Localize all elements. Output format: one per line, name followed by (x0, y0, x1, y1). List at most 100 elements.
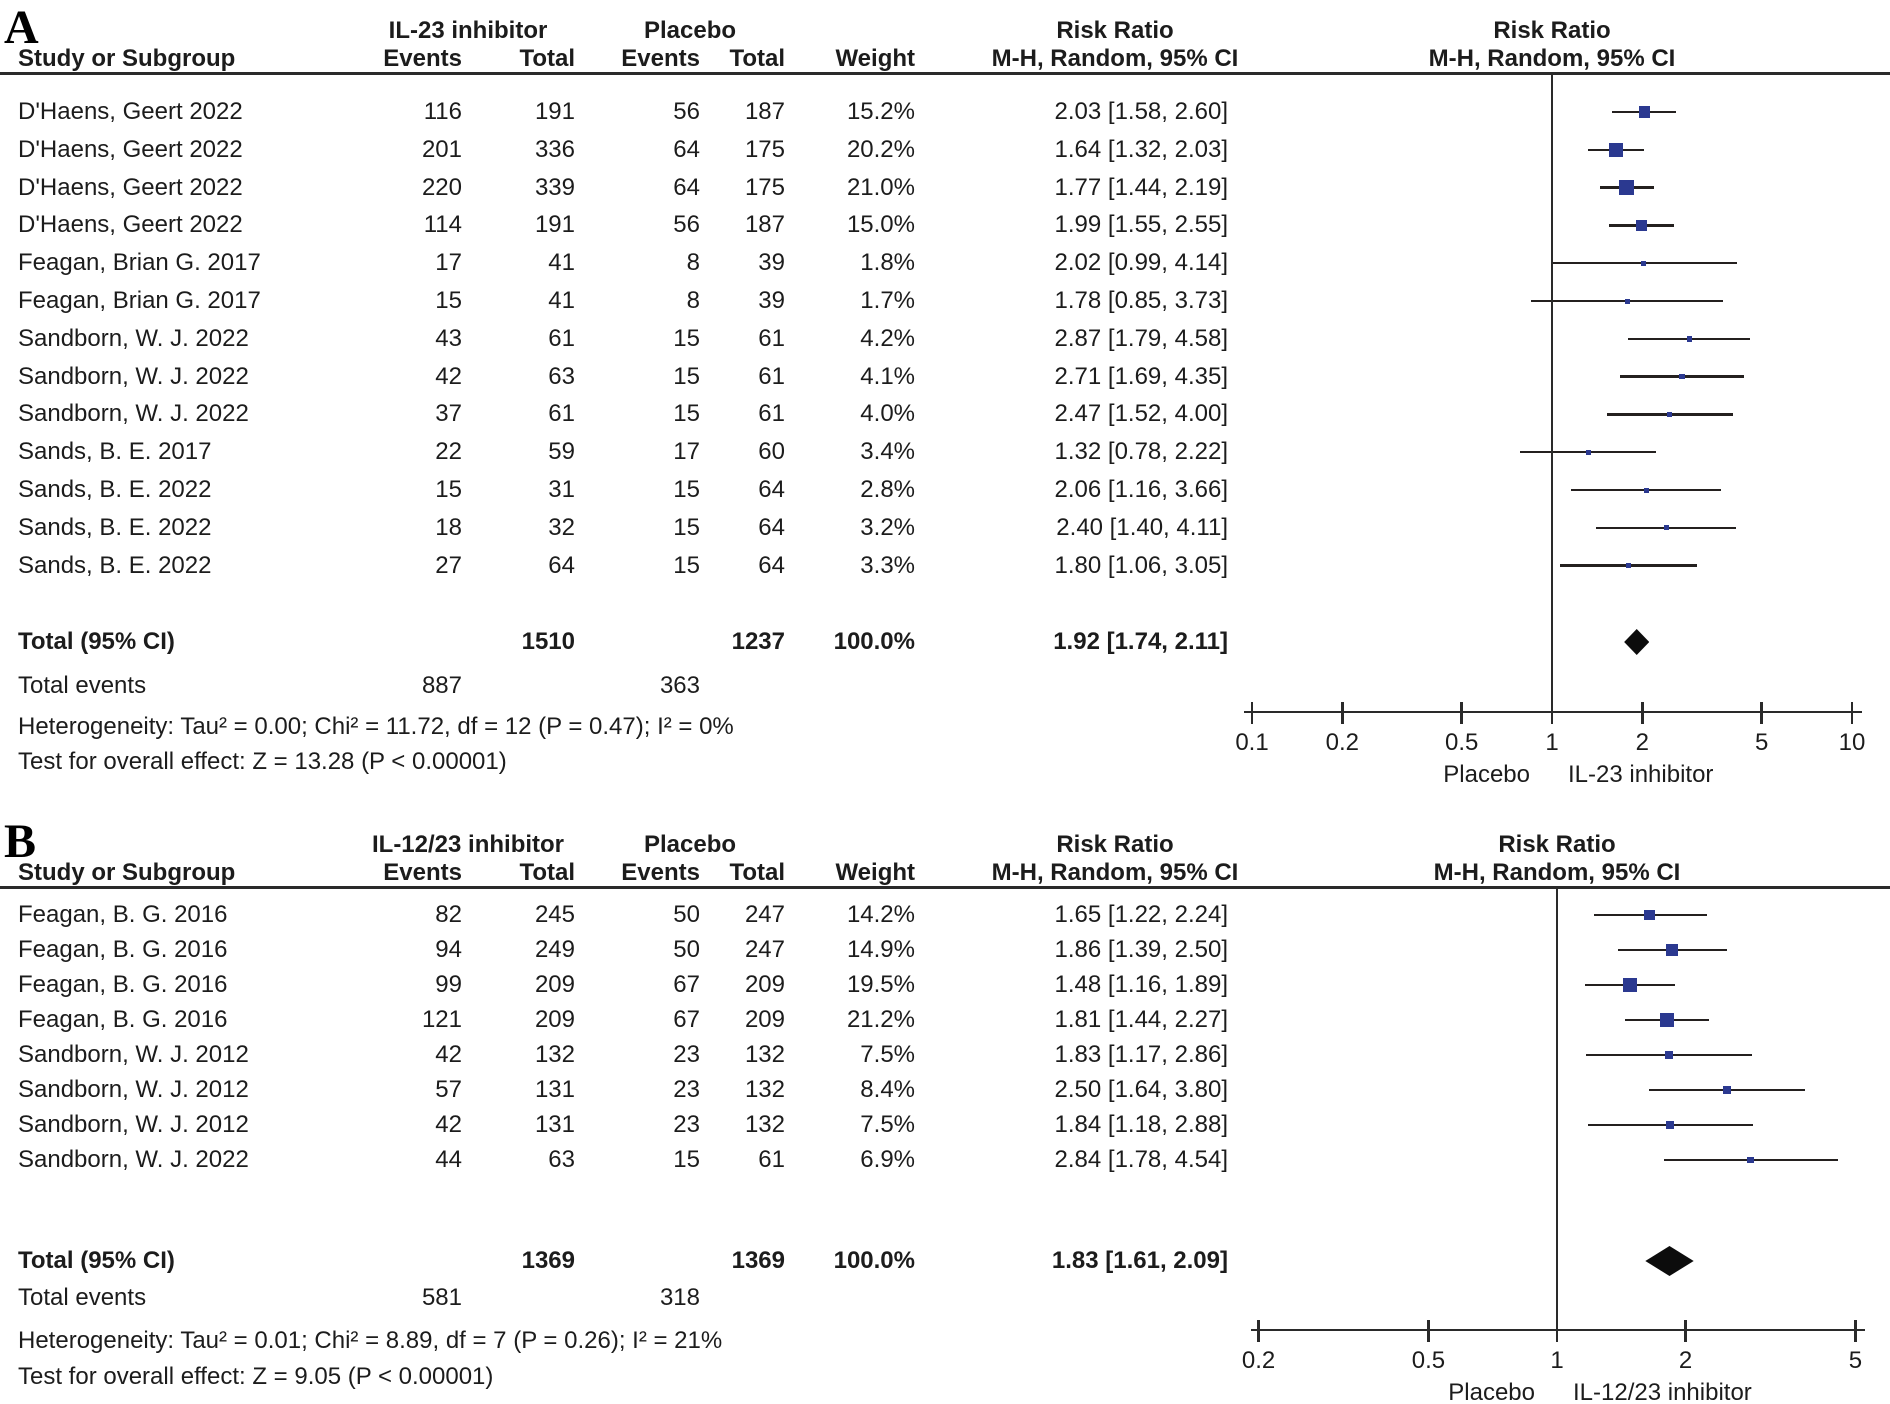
total2-cell: 187 (744, 98, 785, 125)
effect-square (1644, 909, 1656, 921)
effect-header-left: Risk Ratio (1056, 831, 1174, 858)
total2-cell: 247 (744, 936, 785, 963)
effect-square (1643, 487, 1649, 493)
events2-cell: 50 (673, 936, 700, 963)
risk-ratio-cell: 1.64 [1.32, 2.03] (1054, 135, 1228, 163)
events2-cell: 15 (673, 362, 700, 390)
total-events1-value: 887 (421, 672, 462, 699)
risk-ratio-cell: 2.87 [1.79, 4.58] (1054, 324, 1228, 352)
risk-ratio-cell: 2.84 [1.78, 4.54] (1054, 1146, 1228, 1173)
events2-cell: 64 (673, 173, 700, 201)
total2-column-header: Total (729, 45, 785, 72)
pooled-diamond (1645, 1246, 1694, 1276)
effect-square (1619, 180, 1634, 195)
risk-ratio-cell: 1.86 [1.39, 2.50] (1054, 936, 1228, 963)
total1-cell: 132 (534, 1041, 575, 1068)
axis-tick (1257, 1320, 1260, 1342)
total-weight-value: 100.0% (833, 1247, 915, 1274)
effect-square (1641, 260, 1647, 266)
axis-tick-label: 0.1 (1235, 729, 1269, 756)
events2-cell: 56 (673, 98, 700, 125)
total2-cell: 132 (744, 1076, 785, 1103)
effect-square (1723, 1086, 1731, 1094)
total1-cell: 339 (534, 173, 575, 201)
total2-value: 1369 (731, 1247, 785, 1274)
weight-cell: 3.3% (860, 551, 915, 579)
weight-cell: 1.7% (860, 287, 915, 314)
group2-header: Placebo (643, 831, 737, 858)
total1-cell: 63 (548, 362, 575, 390)
no-effect-line (1550, 74, 1554, 723)
pooled-diamond (1624, 629, 1650, 655)
risk-ratio-cell: 1.81 [1.44, 2.27] (1054, 1006, 1228, 1033)
favours-left-label: Placebo (1443, 761, 1530, 788)
total1-cell: 59 (548, 438, 575, 466)
events2-cell: 23 (673, 1076, 700, 1103)
risk-ratio-cell: 2.40 [1.40, 4.11] (1056, 513, 1228, 541)
total1-cell: 249 (534, 936, 575, 963)
total2-cell: 64 (758, 476, 785, 503)
effect-subheader-left: M-H, Random, 95% CI (991, 45, 1239, 72)
total2-cell: 209 (744, 1006, 785, 1033)
events1-cell: 57 (435, 1076, 462, 1103)
weight-cell: 7.5% (860, 1111, 915, 1138)
events1-column-header: Events (383, 45, 462, 72)
events1-cell: 42 (435, 1111, 462, 1138)
risk-ratio-cell: 1.78 [0.85, 3.73] (1054, 287, 1228, 314)
events2-column-header: Events (621, 859, 700, 886)
total2-cell: 60 (758, 438, 785, 466)
heterogeneity-text: Heterogeneity: Tau² = 0.00; Chi² = 11.72… (18, 713, 734, 740)
risk-ratio-cell: 1.84 [1.18, 2.88] (1054, 1111, 1228, 1138)
total2-cell: 39 (758, 287, 785, 314)
study-name-cell: Feagan, B. G. 2016 (18, 901, 228, 928)
events1-cell: 15 (435, 287, 462, 314)
effect-square (1666, 944, 1678, 956)
group2-header: Placebo (643, 17, 737, 44)
total2-cell: 61 (758, 362, 785, 390)
effect-subheader-left: M-H, Random, 95% CI (991, 859, 1239, 886)
no-effect-line (1555, 888, 1559, 1341)
total1-cell: 41 (548, 287, 575, 314)
total-weight-value: 100.0% (833, 628, 915, 655)
total1-cell: 64 (548, 551, 575, 579)
total1-column-header: Total (519, 859, 575, 886)
total2-value: 1237 (731, 628, 785, 655)
total2-cell: 132 (744, 1111, 785, 1138)
total2-cell: 175 (744, 173, 785, 201)
total-row-label: Total (95% CI) (18, 1247, 175, 1274)
axis-tick (1550, 702, 1554, 724)
header-underline (0, 886, 1890, 889)
events2-cell: 67 (673, 1006, 700, 1033)
weight-column-header: Weight (835, 45, 915, 72)
effect-square (1636, 219, 1648, 232)
events1-cell: 94 (435, 936, 462, 963)
overall-effect-text: Test for overall effect: Z = 13.28 (P < … (18, 748, 507, 775)
effect-square (1666, 1121, 1674, 1129)
study-name-cell: Sandborn, W. J. 2012 (18, 1076, 249, 1103)
total2-cell: 64 (758, 513, 785, 541)
axis-tick (1460, 702, 1463, 724)
events2-cell: 8 (686, 287, 700, 314)
weight-cell: 7.5% (860, 1041, 915, 1068)
total2-cell: 132 (744, 1041, 785, 1068)
favours-right-label: IL-12/23 inhibitor (1573, 1379, 1752, 1404)
favours-left-label: Placebo (1448, 1379, 1535, 1404)
axis-tick-label: 10 (1838, 729, 1866, 756)
events2-cell: 15 (673, 476, 700, 503)
study-name-cell: D'Haens, Geert 2022 (18, 173, 243, 201)
study-name-cell: Feagan, B. G. 2016 (18, 971, 228, 998)
total1-cell: 336 (534, 135, 575, 163)
total-ci-value: 1.92 [1.74, 2.11] (1053, 628, 1228, 655)
axis-tick (1427, 1320, 1430, 1342)
events2-cell: 56 (673, 211, 700, 239)
risk-ratio-cell: 1.99 [1.55, 2.55] (1054, 211, 1228, 239)
axis-tick-label: 5 (1848, 1347, 1863, 1374)
events2-cell: 15 (673, 400, 700, 428)
total-events2-value: 363 (659, 672, 700, 699)
study-name-cell: Sandborn, W. J. 2012 (18, 1111, 249, 1138)
total2-cell: 175 (744, 135, 785, 163)
effect-subheader-right: M-H, Random, 95% CI (1428, 45, 1676, 72)
events1-cell: 220 (421, 173, 462, 201)
axis-tick-label: 2 (1678, 1347, 1693, 1374)
effect-square (1747, 1156, 1755, 1164)
